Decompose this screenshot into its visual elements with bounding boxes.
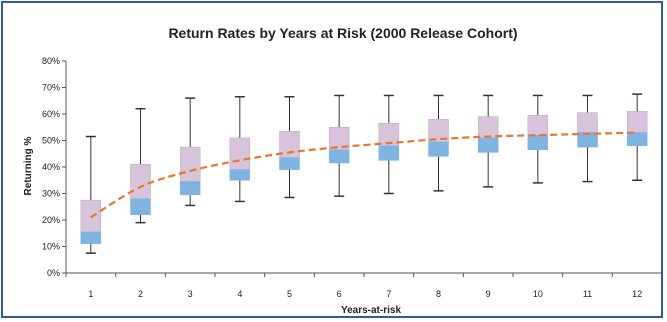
lower-quartile-box (577, 132, 598, 148)
x-tick-label: 7 (386, 289, 391, 299)
box-7 (378, 94, 400, 195)
x-tick-label: 6 (337, 289, 342, 299)
lower-quartile-box (428, 141, 449, 157)
x-tick-label: 3 (188, 289, 193, 299)
box-9 (477, 94, 499, 188)
y-tick-label: 70% (42, 83, 60, 93)
boxes (80, 93, 648, 254)
x-axis-label: Years-at-risk (341, 305, 401, 316)
upper-quartile-box (130, 164, 151, 200)
box-8 (428, 94, 449, 192)
chart-title: Return Rates by Years at Risk (2000 Rele… (168, 25, 517, 41)
x-tick-label: 10 (533, 289, 543, 299)
y-tick-label: 80% (42, 56, 60, 66)
box-1 (80, 135, 102, 254)
lower-quartile-box (229, 169, 251, 181)
box-4 (229, 96, 251, 203)
lower-quartile-box (279, 157, 300, 170)
box-5 (279, 96, 300, 199)
x-tick-label: 1 (88, 289, 93, 299)
lower-quartile-box (527, 134, 549, 151)
box-12 (626, 93, 648, 181)
upper-quartile-box (229, 137, 251, 170)
y-tick-label: 20% (42, 215, 60, 225)
upper-quartile-box (179, 146, 201, 182)
y-tick-label: 40% (42, 162, 60, 172)
y-tick-label: 60% (42, 109, 60, 119)
y-tick-label: 50% (42, 136, 60, 146)
box-10 (527, 94, 549, 184)
x-tick-label: 2 (138, 289, 143, 299)
x-tick-label: 11 (583, 289, 592, 299)
upper-quartile-box (477, 116, 499, 139)
lower-quartile-box (328, 149, 350, 164)
box-2 (130, 107, 151, 224)
lower-quartile-box (626, 132, 648, 147)
x-tick-label: 9 (486, 289, 491, 299)
y-axis: 0% 10% 20% 30% 40% 50% 60% 70% 80% (42, 56, 67, 278)
x-axis: 1 2 3 4 5 6 7 8 9 10 11 12 (65, 272, 663, 299)
upper-quartile-box (626, 111, 648, 133)
upper-quartile-box (80, 199, 102, 233)
lower-quartile-box (378, 145, 400, 161)
y-tick-label: 30% (42, 189, 60, 199)
trend-line (90, 131, 638, 219)
x-tick-label: 4 (237, 289, 242, 299)
y-tick-label: 0% (47, 268, 60, 278)
lower-quartile-box (80, 231, 102, 245)
lower-quartile-box (179, 181, 201, 196)
upper-quartile-box (527, 115, 549, 136)
box-11 (577, 94, 598, 183)
box-6 (328, 94, 350, 197)
y-tick-label: 10% (42, 242, 60, 252)
lower-quartile-box (477, 137, 499, 153)
x-tick-label: 5 (287, 289, 292, 299)
box-3 (179, 97, 201, 207)
y-axis-label: Returning % (23, 136, 34, 195)
upper-quartile-box (577, 112, 598, 133)
x-tick-label: 12 (632, 289, 642, 299)
x-tick-label: 8 (436, 289, 441, 299)
lower-quartile-box (130, 198, 151, 215)
